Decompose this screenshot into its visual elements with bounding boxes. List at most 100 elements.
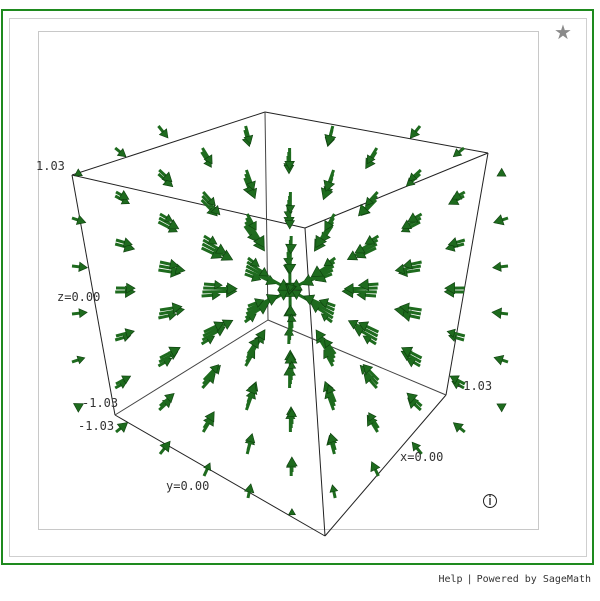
field-arrow-head: [286, 313, 297, 323]
field-arrow-head: [400, 346, 414, 358]
field-arrow-head: [302, 294, 316, 306]
field-arrow-head: [116, 422, 129, 433]
field-arrow-shaft: [326, 394, 336, 411]
field-arrow-head: [287, 360, 297, 369]
field-arrow-head: [164, 392, 175, 404]
field-arrow-head: [452, 148, 463, 158]
vector-field: [71, 125, 509, 516]
field-arrow-head: [214, 279, 223, 290]
field-arrow-head: [284, 304, 297, 316]
field-arrow-head: [203, 462, 212, 472]
field-arrow-head: [324, 134, 337, 146]
z-tick-max: 1.03: [36, 159, 65, 173]
field-arrow-head: [78, 261, 89, 272]
field-arrow-head: [449, 375, 460, 385]
field-arrow-head: [310, 265, 324, 277]
field-arrow-head: [327, 432, 339, 444]
field-arrow-shaft: [202, 322, 228, 338]
field-arrow-head: [164, 213, 174, 222]
field-arrow-shaft: [358, 328, 378, 342]
field-arrow-head: [451, 190, 463, 200]
field-arrow-head: [354, 243, 366, 254]
field-arrow-head: [284, 220, 295, 230]
star-icon[interactable]: ★: [554, 20, 572, 44]
field-arrow-shaft: [202, 367, 216, 382]
field-arrow-head: [411, 441, 422, 452]
field-arrow-shaft: [318, 338, 335, 363]
info-icon[interactable]: [483, 494, 497, 508]
field-arrow-head: [364, 235, 376, 245]
field-arrow-head: [284, 263, 297, 275]
field-arrow-head: [324, 220, 334, 232]
field-arrow-shaft: [201, 242, 227, 258]
y-tick-b: -1.03: [78, 419, 114, 433]
field-arrow-head: [248, 336, 260, 350]
field-arrow-head: [406, 392, 418, 404]
field-arrow-head: [366, 154, 376, 165]
field-arrow-head: [215, 243, 227, 254]
field-arrow-head: [315, 329, 327, 342]
field-arrow-head: [370, 461, 381, 473]
field-arrow-head: [121, 375, 132, 385]
field-arrow-shaft: [359, 238, 379, 252]
field-arrow-head: [122, 237, 133, 248]
bounding-box: [71, 111, 489, 537]
field-arrow-head: [409, 127, 421, 139]
field-arrow-head: [496, 403, 507, 413]
field-arrow-head: [120, 196, 131, 205]
field-arrow-shaft: [245, 217, 262, 242]
field-arrow-head: [343, 283, 354, 295]
field-arrow-shaft: [244, 268, 271, 283]
field-arrow-head: [168, 258, 180, 270]
field-arrow-head: [159, 440, 171, 453]
field-arrow-head: [221, 319, 234, 330]
help-link[interactable]: Help: [438, 574, 463, 585]
field-arrow-head: [286, 456, 298, 467]
field-arrow-shaft: [201, 328, 221, 342]
field-arrow-head: [496, 167, 507, 177]
field-arrow-head: [248, 220, 257, 231]
field-arrow-shaft: [203, 286, 231, 291]
field-arrow-head: [358, 321, 370, 332]
field-arrow-head: [357, 278, 370, 291]
field-arrow-head: [168, 346, 181, 358]
field-arrow-head: [73, 403, 85, 413]
field-arrow-head: [368, 412, 377, 422]
field-arrow-head: [329, 484, 339, 493]
field-arrow-head: [491, 307, 502, 320]
plot-viewport[interactable]: [38, 31, 539, 530]
field-arrow-head: [408, 172, 418, 182]
field-arrow-head: [226, 282, 238, 295]
field-arrow-head: [167, 218, 180, 230]
field-arrow-head: [323, 257, 333, 267]
field-arrow-head: [493, 355, 505, 366]
field-arrow-head: [394, 263, 405, 275]
field-arrow-head: [258, 267, 270, 277]
field-arrow-head: [326, 384, 336, 395]
field-arrow-head: [287, 508, 296, 516]
field-arrow-head: [158, 128, 169, 139]
field-arrow-head: [365, 196, 375, 206]
field-arrow-head: [285, 205, 296, 214]
field-arrow-head: [399, 302, 410, 314]
footer: Help | Powered by SageMath: [438, 574, 591, 585]
y-tick-a: -1.03: [82, 396, 118, 410]
field-arrow-head: [448, 194, 460, 205]
field-arrow-head: [220, 249, 234, 261]
field-arrow-head: [286, 407, 298, 418]
field-arrow-shaft: [295, 292, 335, 316]
field-arrow-head: [210, 205, 221, 216]
field-arrow-shaft: [245, 264, 285, 288]
field-arrow-head: [402, 258, 413, 270]
field-arrow-head: [492, 261, 502, 272]
field-arrow-head: [358, 203, 371, 217]
field-arrow-head: [204, 411, 215, 423]
field-arrow-head: [245, 433, 256, 444]
powered-by-link[interactable]: Powered by SageMath: [476, 574, 591, 585]
field-arrow-head: [78, 308, 88, 319]
field-arrow-shaft: [401, 308, 422, 316]
field-arrow-head: [245, 382, 258, 395]
x-tick-max: -1.03: [456, 379, 492, 393]
field-arrow-head: [347, 319, 359, 330]
